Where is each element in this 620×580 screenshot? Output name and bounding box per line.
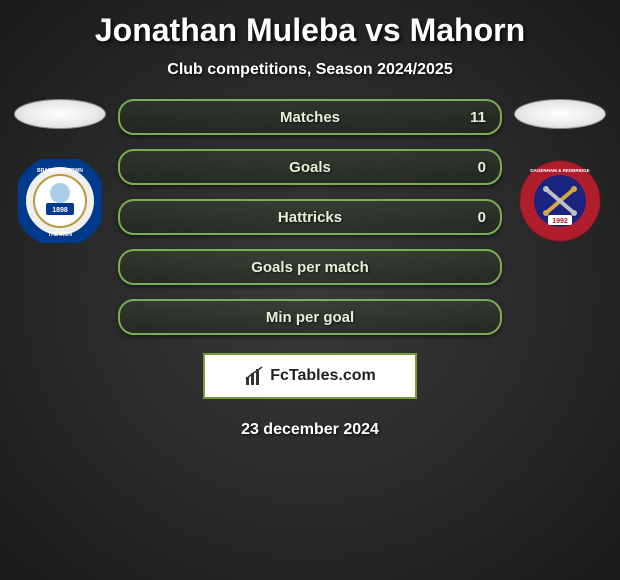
brand-label: FcTables.com [270, 367, 376, 385]
stat-row-hattricks: Hattricks 0 [118, 199, 502, 235]
svg-text:1992: 1992 [552, 218, 568, 225]
brand-box: FcTables.com [203, 353, 417, 399]
svg-text:1898: 1898 [52, 207, 68, 214]
subtitle: Club competitions, Season 2024/2025 [0, 61, 620, 79]
stats-column: Matches 11 Goals 0 Hattricks 0 Goals per… [110, 99, 510, 335]
page-title: Jonathan Muleba vs Mahorn [0, 8, 620, 53]
stat-row-goals-per-match: Goals per match [118, 249, 502, 285]
player-left-photo-placeholder [14, 99, 106, 129]
stat-row-goals: Goals 0 [118, 149, 502, 185]
stat-label: Goals per match [251, 259, 369, 276]
stat-label: Goals [289, 159, 331, 176]
stat-right-value: 0 [478, 209, 486, 226]
player-right-photo-placeholder [514, 99, 606, 129]
stat-row-matches: Matches 11 [118, 99, 502, 135]
date-line: 23 december 2024 [0, 421, 620, 439]
brand-chart-icon [244, 365, 266, 387]
stat-row-min-per-goal: Min per goal [118, 299, 502, 335]
stat-label: Min per goal [266, 309, 354, 326]
stat-right-value: 0 [478, 159, 486, 176]
svg-text:BRAINTREE TOWN: BRAINTREE TOWN [37, 168, 83, 174]
club-badge-left: 1898 BRAINTREE TOWN THE IRON [18, 159, 102, 243]
club-badge-right: 1992 DAGENHAM & REDBRIDGE [518, 159, 602, 243]
stat-right-value: 11 [470, 109, 486, 126]
svg-text:DAGENHAM & REDBRIDGE: DAGENHAM & REDBRIDGE [530, 168, 589, 173]
stat-label: Hattricks [278, 209, 342, 226]
svg-text:THE IRON: THE IRON [48, 232, 72, 238]
stat-label: Matches [280, 109, 340, 126]
right-player-col: 1992 DAGENHAM & REDBRIDGE [510, 99, 610, 243]
left-player-col: 1898 BRAINTREE TOWN THE IRON [10, 99, 110, 243]
